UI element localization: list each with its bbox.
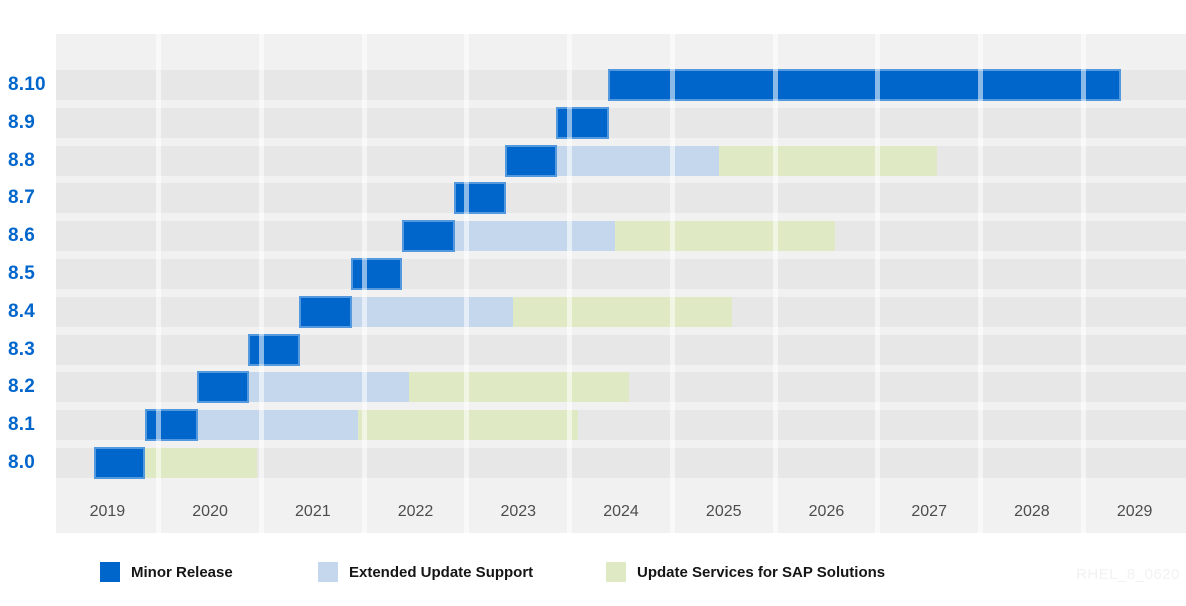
year-gap-stripe [258, 34, 264, 533]
bar-row [56, 371, 1186, 404]
legend-label-minor: Minor Release [131, 563, 233, 581]
year-columns-layer [56, 34, 1186, 533]
version-label: 8.6 [8, 225, 36, 247]
bar-row [56, 182, 1186, 215]
year-ticks-layer: 2019 2020 2021 2022 2023 2024 2025 2026 2027 2028… [56, 34, 1186, 533]
year-gap-stripe [1080, 34, 1086, 533]
year-column [672, 34, 776, 533]
minor-release-bar [248, 333, 301, 366]
sap-solutions-bar [614, 221, 835, 252]
year-tick-label: 2023 [500, 503, 537, 520]
year-tick-label: 2022 [397, 503, 434, 520]
minor-release-bar [196, 371, 250, 404]
row-band [56, 107, 1186, 138]
year-tick-label: 2026 [808, 503, 845, 520]
minor-release-bar [607, 69, 1122, 101]
year-tick-label: 2025 [705, 503, 742, 520]
minor-release-bar [453, 182, 506, 215]
year-gap-stripe [875, 34, 881, 533]
extended-update-support-bar [249, 372, 410, 403]
version-label: 8.0 [8, 452, 36, 473]
sap-solutions-bar [409, 372, 630, 403]
sap-solutions-bar [145, 448, 258, 478]
minor-release-bar [402, 220, 455, 253]
extended-update-support-bar [351, 296, 514, 327]
year-gap-stripe [669, 34, 675, 533]
extended-update-support-bar [454, 221, 615, 252]
year-tick-label: 2020 [192, 503, 228, 520]
version-label: 8.7 [8, 187, 36, 209]
legend-label-eus: Extended Update Support [349, 563, 534, 581]
version-label: 8.10 [8, 74, 46, 95]
version-label: 8.3 [8, 338, 36, 360]
year-column [980, 34, 1084, 533]
version-label: 8.9 [8, 111, 36, 133]
year-tick-label: 2028 [1014, 503, 1050, 520]
version-labels: 8.10 8.9 8.8 8.7 8.6 8.5 8.4 8.3 8.2 8.1 8.0 [0, 34, 56, 533]
gap-stripes-layer [56, 34, 1186, 533]
minor-release-bar [145, 409, 198, 442]
year-column [1083, 34, 1186, 533]
year-gap-stripe [567, 34, 573, 533]
bar-row [56, 69, 1186, 101]
watermark-text: RHEL_8_0620 [1076, 566, 1180, 583]
legend: Minor Release Extended Update Support Upda… [0, 561, 1186, 585]
legend-label-sap: Update Services for SAP Solutions [637, 563, 886, 581]
year-column [877, 34, 981, 533]
year-tick-label: 2027 [911, 503, 947, 520]
year-gap-stripe [772, 34, 778, 533]
bar-row [56, 144, 1186, 177]
minor-release-bar [350, 258, 403, 290]
extended-update-support-bar [557, 145, 719, 176]
year-gap-stripe [464, 34, 470, 533]
year-tick-label: 2024 [603, 503, 639, 520]
row-band [56, 334, 1186, 365]
version-label: 8.4 [8, 300, 36, 322]
minor-release-bar [556, 106, 609, 139]
legend-item-eus: Extended Update Support [318, 561, 533, 583]
year-gap-stripe [361, 34, 367, 533]
year-tick-label: 2029 [1116, 503, 1153, 520]
sap-solutions-bar [718, 145, 938, 176]
row-band [56, 183, 1186, 214]
minor-release-bar [94, 447, 146, 479]
bars-layer [56, 34, 1186, 533]
version-label: 8.5 [8, 263, 36, 284]
legend-swatch-eus [318, 562, 338, 582]
year-column [466, 34, 570, 533]
minor-release-bar [299, 295, 352, 328]
version-label: 8.1 [8, 414, 36, 436]
year-gap-stripe [978, 34, 984, 533]
minor-release-bar [504, 144, 558, 177]
extended-update-support-bar [197, 410, 358, 441]
row-band [56, 259, 1186, 289]
bar-row [56, 333, 1186, 366]
year-column [261, 34, 365, 533]
legend-item-minor: Minor Release [100, 561, 233, 583]
version-label: 8.8 [8, 149, 36, 171]
year-tick-label: 2019 [89, 503, 126, 520]
year-column [775, 34, 878, 533]
year-gap-stripe [156, 34, 162, 533]
legend-swatch-sap [606, 562, 626, 582]
chart-area: 2019 2020 2021 2022 2023 2024 2025 2026 2027 2028… [56, 34, 1186, 533]
legend-swatch-minor [100, 562, 120, 582]
version-label: 8.2 [8, 376, 36, 398]
legend-item-sap: Update Services for SAP Solutions [606, 561, 885, 583]
year-tick-label: 2021 [295, 503, 331, 520]
bar-row [56, 220, 1186, 253]
sap-solutions-bar [513, 296, 732, 327]
bar-row [56, 447, 1186, 479]
bar-row [56, 106, 1186, 139]
bar-row [56, 258, 1186, 290]
bar-row [56, 295, 1186, 328]
